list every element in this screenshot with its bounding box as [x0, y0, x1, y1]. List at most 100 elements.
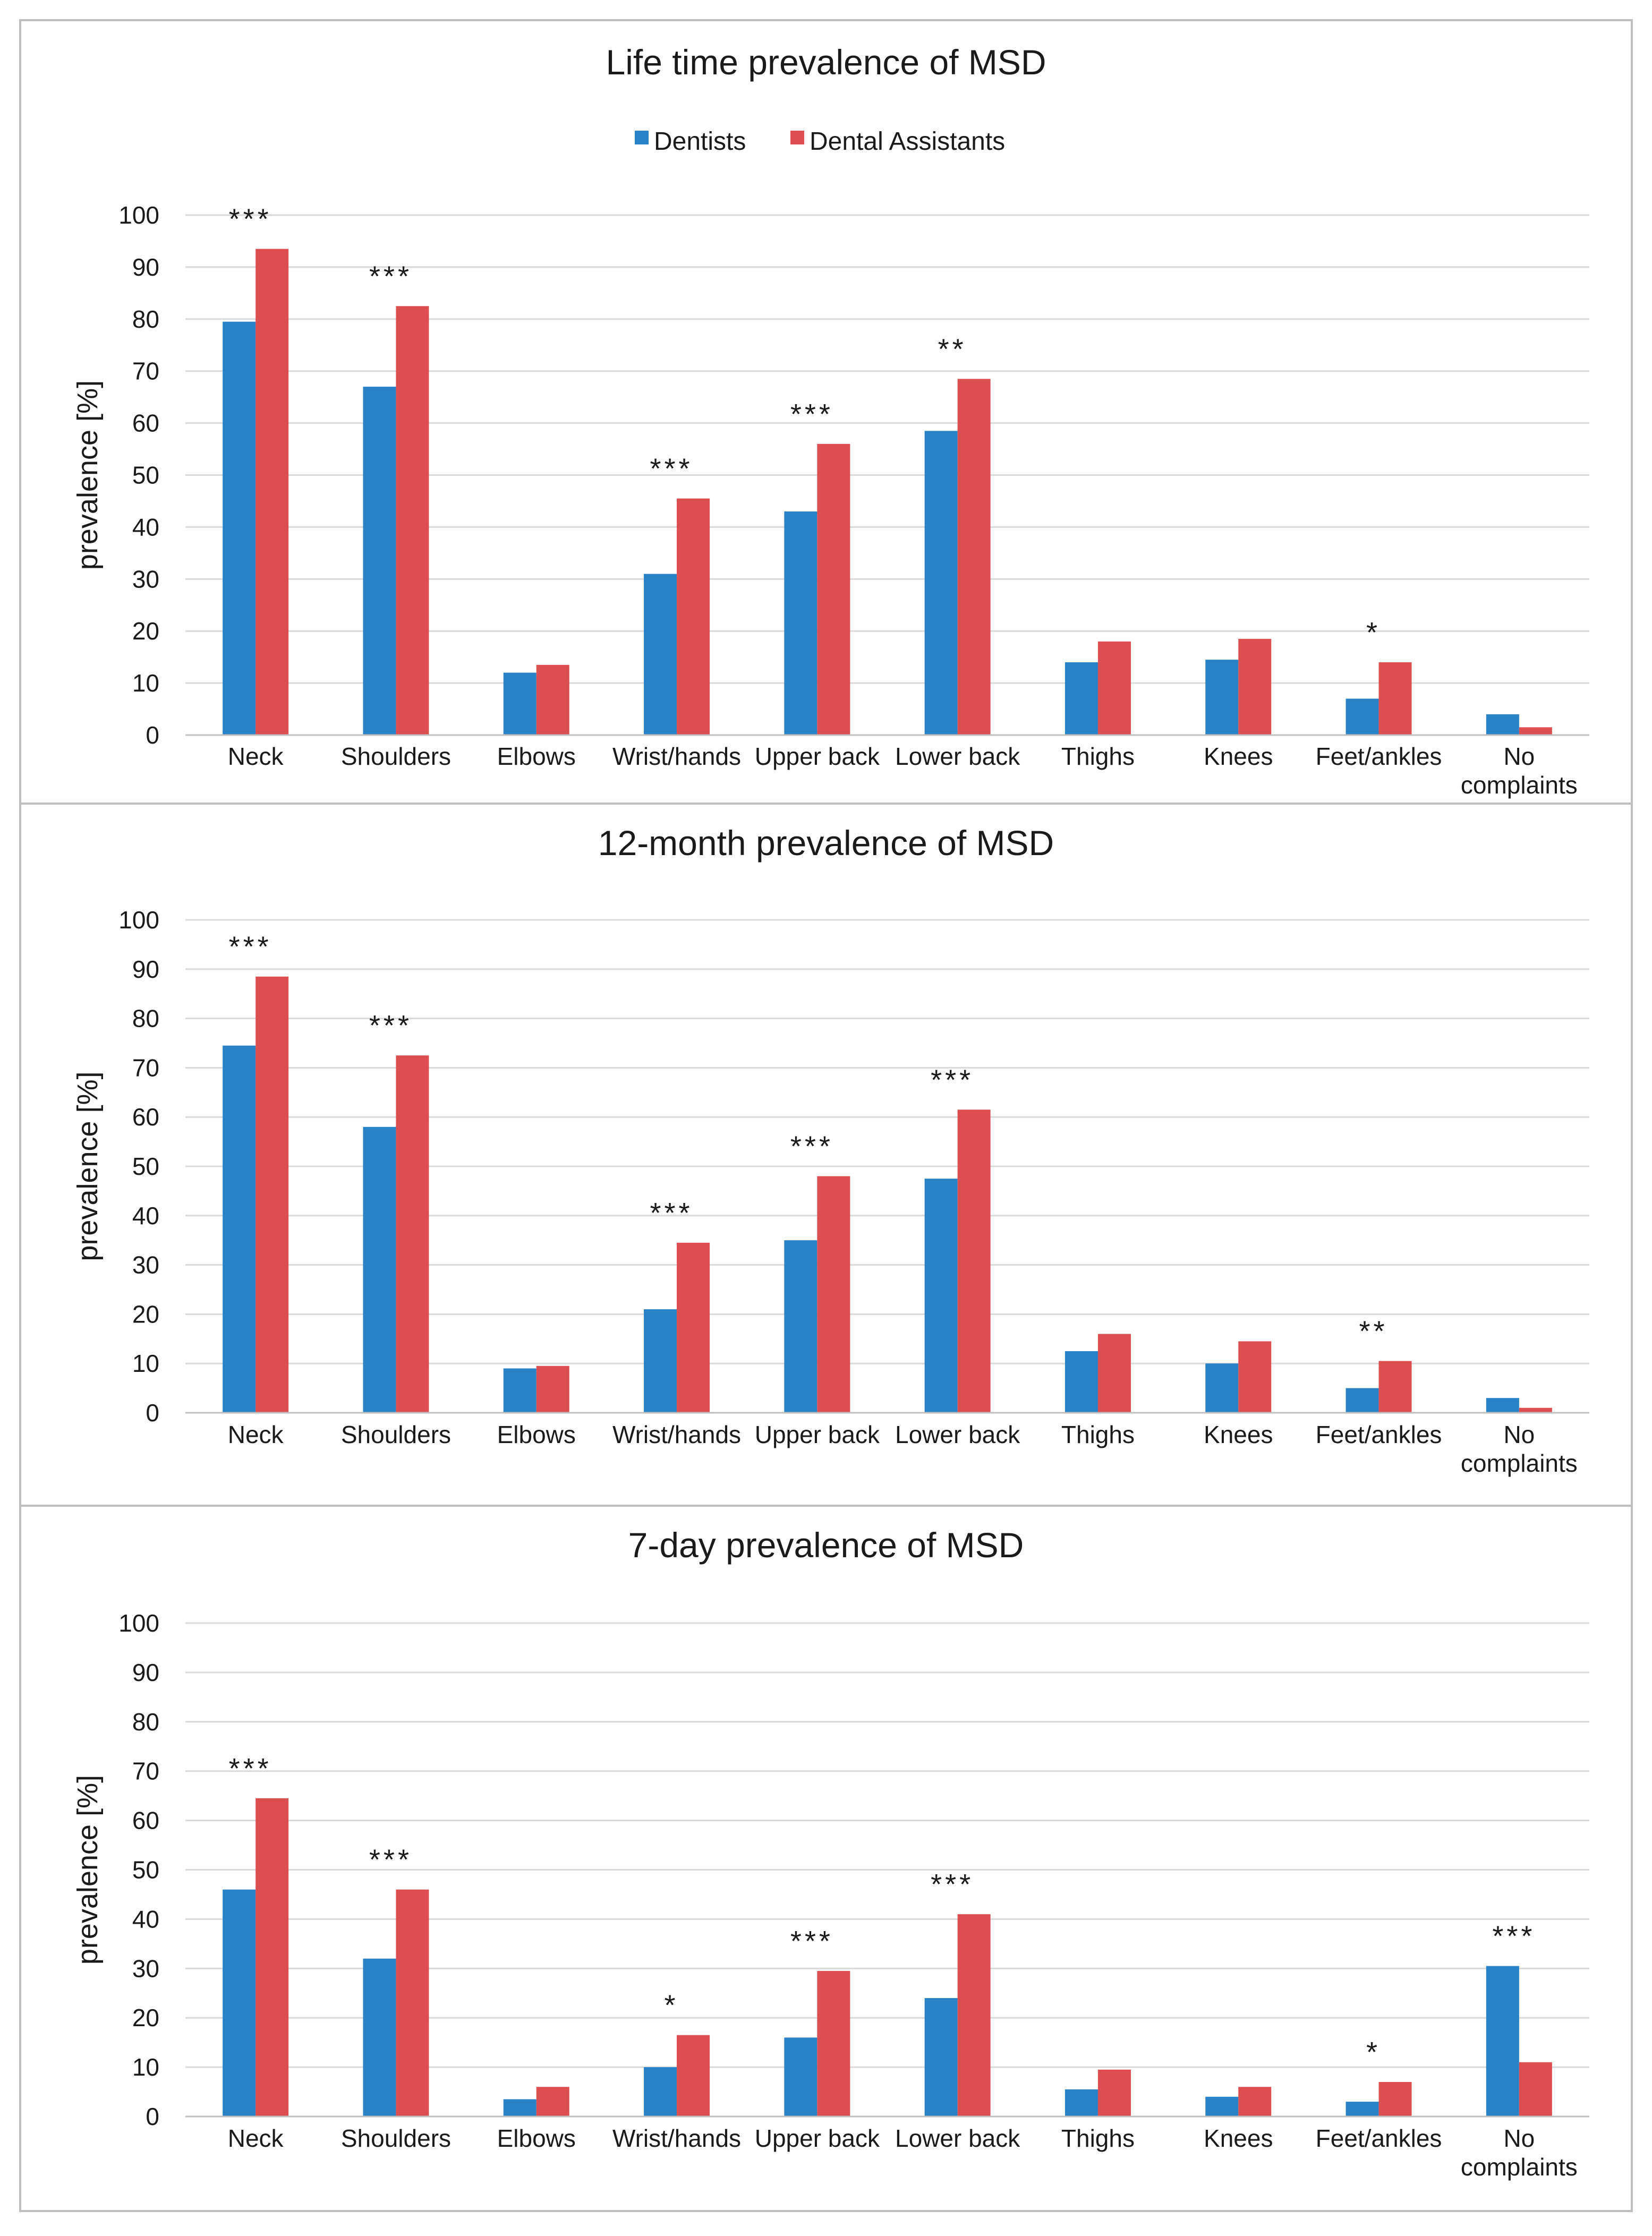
x-tick-label: Lower back	[895, 2124, 1020, 2152]
y-tick-label: 90	[132, 1659, 159, 1686]
y-tick-label: 70	[132, 357, 159, 385]
y-tick-label: 0	[146, 1399, 159, 1427]
y-tick-label: 100	[118, 1609, 159, 1637]
x-tick-label: Feet/ankles	[1316, 743, 1442, 770]
bar-dentists-shoulders	[363, 1958, 396, 2116]
bar-dentists-upper-back	[784, 1240, 818, 1413]
y-tick-label: 80	[132, 305, 159, 333]
bar-dentists-knees	[1205, 1363, 1239, 1413]
y-tick-label: 50	[132, 462, 159, 489]
bar-dental-assistants-elbows	[536, 2087, 569, 2116]
significance-marker: ***	[369, 260, 412, 292]
bar-dental-assistants-no-complaints	[1519, 727, 1552, 735]
significance-marker: ***	[369, 1010, 412, 1042]
significance-marker: ***	[1492, 1921, 1535, 1952]
bar-dental-assistants-upper-back	[817, 443, 850, 735]
bar-dental-assistants-shoulders	[396, 1055, 429, 1413]
bar-dentists-no-complaints	[1486, 1966, 1519, 2116]
y-tick-label: 90	[132, 955, 159, 983]
x-tick-label-no-complaints: No complaints	[1461, 1421, 1578, 1477]
bar-dentists-feet-ankles	[1346, 2102, 1379, 2116]
significance-marker: ***	[229, 203, 272, 235]
chart-panel-3: 7-day prevalence of MSD 0 10 20 30 40 50 60 70 80…	[19, 1505, 1633, 2212]
legend-swatch-dentists	[635, 131, 649, 144]
y-tick-label: 70	[132, 1757, 159, 1785]
significance-marker: ***	[650, 1197, 693, 1229]
bar-dentists-lower-back	[924, 1179, 958, 1413]
chart-title: 12-month prevalence of MSD	[598, 823, 1054, 863]
bar-dental-assistants-neck	[256, 976, 289, 1413]
x-tick-label: Feet/ankles	[1316, 2124, 1442, 2152]
x-tick-label-no-complaints: No complaints	[1461, 2124, 1578, 2181]
x-tick-label: Thighs	[1061, 1421, 1135, 1448]
chart-legend: Dentists Dental Assistants	[635, 127, 1005, 156]
bar-dentists-thighs	[1065, 662, 1098, 735]
x-tick-label: Shoulders	[341, 1421, 451, 1448]
y-axis-label: prevalence [%]	[72, 1775, 104, 1965]
y-tick-label: 60	[132, 409, 159, 437]
bar-dentists-elbows	[503, 672, 537, 735]
bar-dental-assistants-wrist-hands	[677, 498, 710, 735]
legend-label-dental-assistants: Dental Assistants	[810, 127, 1005, 156]
y-tick-label: 90	[132, 253, 159, 281]
chart-panel-1: Life time prevalence of MSD Dentists Denta…	[19, 19, 1633, 805]
x-tick-label: Shoulders	[341, 2124, 451, 2152]
y-tick-label: 80	[132, 1005, 159, 1032]
bar-dental-assistants-wrist-hands	[677, 2035, 710, 2116]
bar-dental-assistants-feet-ankles	[1378, 2081, 1412, 2116]
x-tick-label: Thighs	[1061, 2124, 1135, 2152]
y-tick-label: 50	[132, 1153, 159, 1180]
y-tick-label: 100	[118, 906, 159, 934]
x-tick-label: Wrist/hands	[612, 743, 741, 770]
significance-marker: *	[665, 1990, 679, 2021]
x-tick-label: Upper back	[755, 2124, 880, 2152]
bar-dental-assistants-feet-ankles	[1378, 662, 1412, 735]
bar-dentists-shoulders	[363, 1126, 396, 1413]
y-tick-label: 40	[132, 1905, 159, 1933]
bar-dental-assistants-elbows	[536, 1366, 569, 1413]
bar-dentists-no-complaints	[1486, 1398, 1519, 1413]
significance-marker: ***	[369, 1844, 412, 1876]
chart-title: Life time prevalence of MSD	[606, 42, 1046, 82]
bar-dental-assistants-feet-ankles	[1378, 1361, 1412, 1413]
bar-dentists-elbows	[503, 2099, 537, 2116]
bar-dental-assistants-lower-back	[957, 1914, 991, 2116]
x-tick-label: Upper back	[755, 1421, 880, 1448]
bar-dental-assistants-upper-back	[817, 1176, 850, 1413]
bar-dentists-feet-ankles	[1346, 1388, 1379, 1413]
x-tick-label: Knees	[1204, 743, 1273, 770]
bar-dentists-lower-back	[924, 1998, 958, 2116]
x-tick-label: Knees	[1204, 2124, 1273, 2152]
bar-dentists-neck	[223, 321, 256, 735]
bar-dentists-shoulders	[363, 387, 396, 735]
x-tick-label: Feet/ankles	[1316, 1421, 1442, 1448]
bar-dental-assistants-lower-back	[957, 379, 991, 735]
bar-dentists-wrist-hands	[644, 2067, 677, 2116]
y-tick-label: 40	[132, 513, 159, 541]
x-tick-label: Upper back	[755, 743, 880, 770]
chart-panel-2: 12-month prevalence of MSD 0 10 20 30 40 50 60 7…	[19, 803, 1633, 1507]
y-tick-label: 50	[132, 1856, 159, 1884]
bar-dentists-wrist-hands	[644, 574, 677, 735]
legend-label-dentists: Dentists	[654, 127, 746, 156]
x-tick-label: Elbows	[497, 1421, 576, 1448]
x-tick-label: Elbows	[497, 743, 576, 770]
y-tick-label: 20	[132, 617, 159, 645]
bar-dentists-lower-back	[924, 431, 958, 735]
significance-marker: ***	[229, 931, 272, 963]
bar-dental-assistants-shoulders	[396, 306, 429, 735]
y-tick-label: 60	[132, 1807, 159, 1834]
chart-title: 7-day prevalence of MSD	[628, 1525, 1024, 1565]
bar-dentists-knees	[1205, 660, 1239, 735]
bar-dentists-wrist-hands	[644, 1309, 677, 1413]
y-tick-label: 0	[146, 721, 159, 749]
x-tick-label: Thighs	[1061, 743, 1135, 770]
y-tick-label: 30	[132, 565, 159, 593]
bar-dental-assistants-thighs	[1097, 2069, 1131, 2116]
bar-dental-assistants-thighs	[1097, 1334, 1131, 1413]
bar-dentists-neck	[223, 1045, 256, 1413]
bar-dentists-no-complaints	[1486, 714, 1519, 735]
y-tick-label: 10	[132, 669, 159, 697]
significance-marker: **	[938, 333, 967, 365]
